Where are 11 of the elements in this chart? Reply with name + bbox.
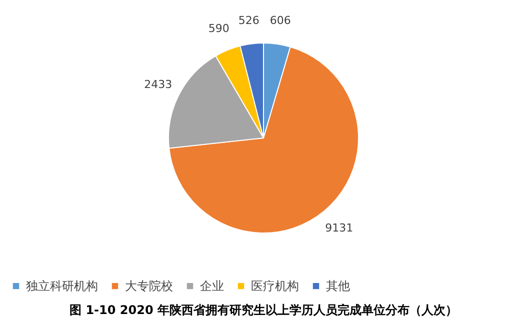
data-label: 2433 — [144, 78, 172, 91]
data-label: 606 — [270, 14, 291, 28]
data-label: 9131 — [325, 222, 354, 235]
legend-label: 医疗机构 — [251, 279, 299, 294]
legend-label: 企业 — [200, 279, 224, 294]
data-label: 526 — [238, 14, 260, 27]
legend-label: 独立科研机构 — [26, 279, 98, 294]
legend-label: 其他 — [326, 279, 350, 294]
text: 图 1-10 2020 年陕西省拥有研究生以上学历人员完成单位分布（人次） — [70, 303, 458, 317]
legend-label: 大专院校 — [125, 279, 173, 294]
data-label: 590 — [208, 22, 230, 35]
